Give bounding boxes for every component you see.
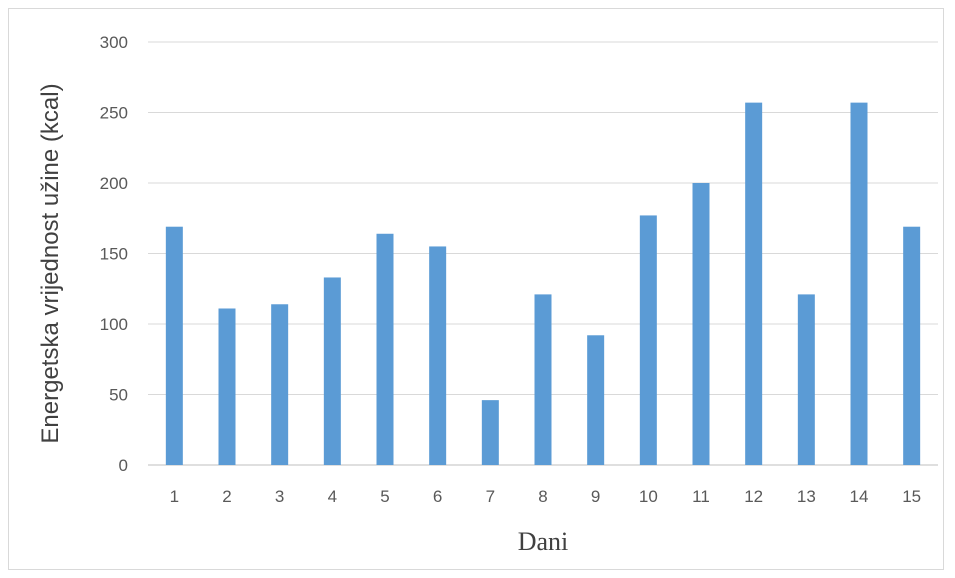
- bar: [639, 215, 657, 465]
- x-tick-label: 11: [692, 487, 710, 506]
- bars: [165, 102, 921, 465]
- y-axis-title: Energetska vrijednost užine (kcal): [37, 83, 64, 443]
- bar: [692, 183, 710, 465]
- x-tick-label: 6: [433, 487, 442, 506]
- bar: [323, 277, 341, 465]
- bar: [481, 400, 499, 465]
- y-tick-label: 50: [109, 386, 128, 405]
- x-tick-label: 13: [797, 487, 816, 506]
- bar: [165, 226, 183, 465]
- x-tick-label: 12: [744, 487, 763, 506]
- bar: [797, 294, 815, 465]
- y-tick-label: 250: [100, 104, 128, 123]
- bar: [271, 304, 289, 465]
- x-tick-label: 5: [380, 487, 389, 506]
- bar: [745, 102, 763, 465]
- x-tick-label: 2: [222, 487, 231, 506]
- bar: [218, 308, 236, 465]
- bar: [903, 226, 921, 465]
- y-tick-labels: 0 50 100 150 200 250 300: [100, 33, 128, 475]
- chart-frame: [8, 8, 944, 570]
- y-tick-label: 100: [100, 315, 128, 334]
- x-tick-label: 1: [170, 487, 179, 506]
- x-tick-label: 10: [639, 487, 658, 506]
- y-tick-label: 300: [100, 33, 128, 52]
- bar: [429, 246, 447, 465]
- bar: [587, 335, 605, 465]
- x-tick-label: 4: [328, 487, 337, 506]
- x-tick-label: 15: [902, 487, 921, 506]
- x-tick-label: 9: [591, 487, 600, 506]
- x-tick-label: 14: [850, 487, 869, 506]
- x-tick-label: 8: [538, 487, 547, 506]
- bar: [376, 233, 394, 465]
- x-tick-labels: 1 2 3 4 5 6 7 8 9 10 11 12 13 14 15: [170, 487, 922, 506]
- y-tick-label: 0: [119, 456, 128, 475]
- y-tick-label: 200: [100, 174, 128, 193]
- x-tick-label: 3: [275, 487, 284, 506]
- y-tick-label: 150: [100, 245, 128, 264]
- bar: [534, 294, 552, 465]
- x-axis-title: Dani: [518, 527, 569, 556]
- bar: [850, 102, 868, 465]
- x-tick-label: 7: [486, 487, 495, 506]
